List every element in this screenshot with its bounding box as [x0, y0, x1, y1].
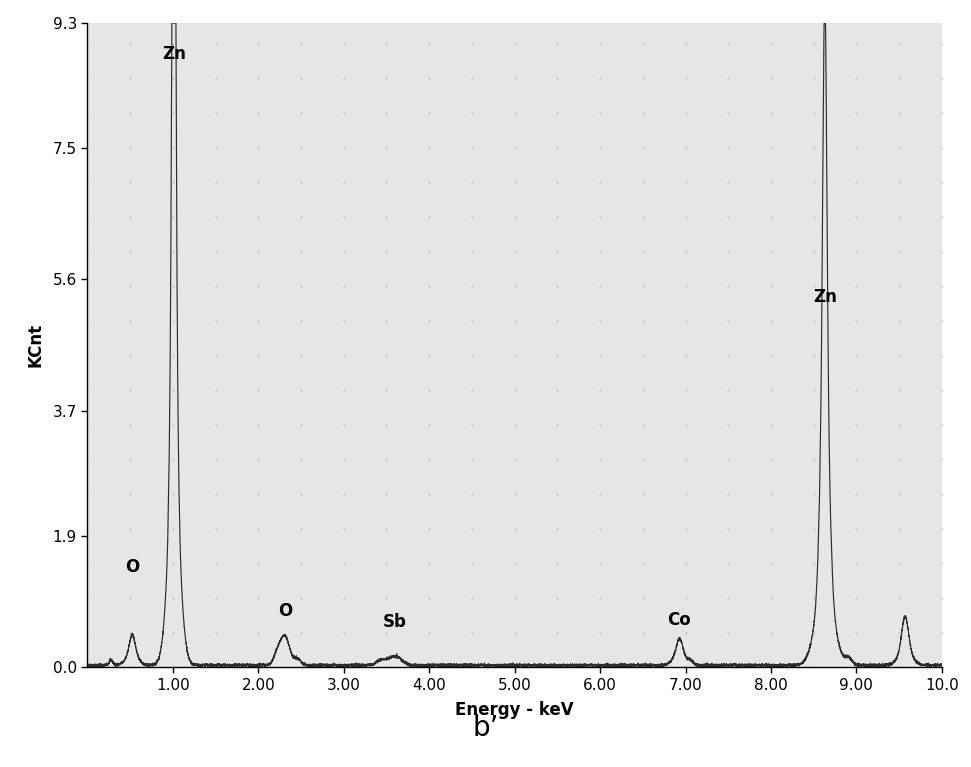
Text: O: O: [278, 602, 292, 621]
Text: Co: Co: [667, 611, 690, 629]
Text: Sb: Sb: [384, 614, 407, 631]
Text: Zn: Zn: [162, 45, 185, 63]
Text: Zn: Zn: [813, 288, 837, 306]
Text: b’: b’: [472, 714, 499, 742]
X-axis label: Energy - keV: Energy - keV: [455, 701, 574, 719]
Text: O: O: [124, 558, 139, 576]
Y-axis label: KCnt: KCnt: [26, 323, 45, 367]
